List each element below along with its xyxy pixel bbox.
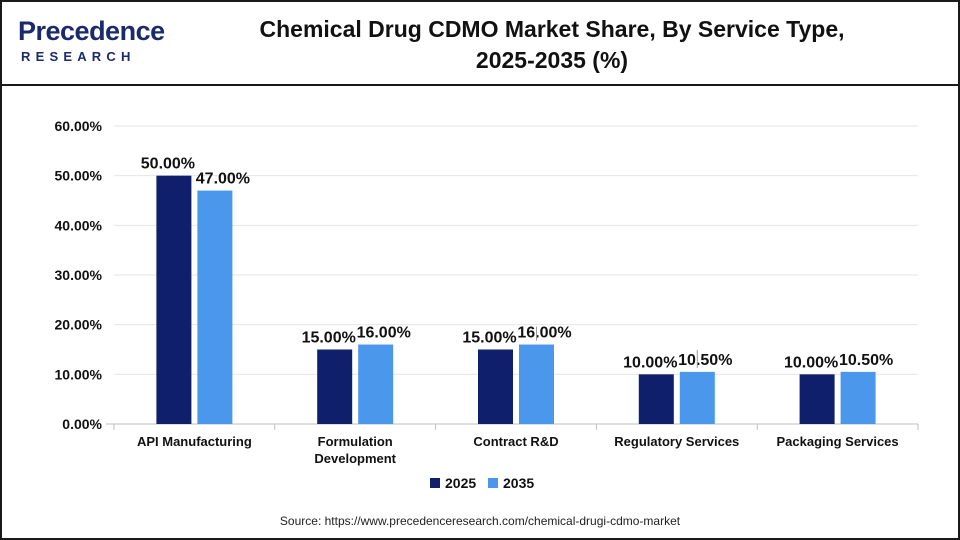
logo-wordmark: Precedence <box>18 16 165 46</box>
data-label: 10.50% <box>678 352 732 369</box>
data-label: 16.00% <box>517 325 571 342</box>
data-label: 50.00% <box>141 156 195 173</box>
bar-2025[interactable] <box>156 175 192 424</box>
x-tick-label: Contract R&D <box>473 434 558 449</box>
legend-label: 2035 <box>503 475 534 491</box>
bar-2035[interactable] <box>840 371 876 424</box>
x-tick-label: Development <box>314 451 396 466</box>
data-label: 10.00% <box>623 354 677 371</box>
data-label: 47.00% <box>196 171 250 188</box>
bar-2025[interactable] <box>317 349 353 425</box>
y-tick-label: 50.00% <box>55 168 103 184</box>
bar-2025[interactable] <box>638 374 674 424</box>
x-tick-label: Formulation <box>318 434 393 449</box>
logo-subtitle: RESEARCH <box>21 49 136 64</box>
legend-swatch <box>488 478 498 488</box>
brand-logo: Precedence RESEARCH <box>18 16 168 66</box>
data-label: 10.50% <box>839 352 893 369</box>
y-tick-label: 10.00% <box>55 366 103 382</box>
bar-2035[interactable] <box>197 190 233 424</box>
y-tick-label: 20.00% <box>55 317 103 333</box>
legend-label: 2025 <box>445 475 476 491</box>
y-tick-label: 30.00% <box>55 267 103 283</box>
source-note: Source: https://www.precedenceresearch.c… <box>279 514 681 528</box>
page-title: Chemical Drug CDMO Market Share, By Serv… <box>192 14 912 76</box>
data-label: 16.00% <box>357 325 411 342</box>
y-tick-label: 60.00% <box>55 118 103 134</box>
bar-2035[interactable] <box>519 344 554 424</box>
title-line-1: Chemical Drug CDMO Market Share, By Serv… <box>259 16 845 42</box>
bar-2025[interactable] <box>478 349 513 425</box>
data-label: 15.00% <box>302 330 356 347</box>
data-label: 15.00% <box>462 330 516 347</box>
title-line-2: 2025-2035 (%) <box>475 47 629 73</box>
data-label: 10.00% <box>784 354 838 371</box>
x-tick-label: Packaging Services <box>777 434 899 449</box>
x-tick-label: API Manufacturing <box>137 434 252 449</box>
bar-2025[interactable] <box>799 374 835 424</box>
bar-chart: 0.00% 10.00% 20.00% 30.00% 40.00% 50.00% 60.00… <box>55 118 919 491</box>
legend-swatch <box>430 478 440 488</box>
y-tick-label: 40.00% <box>55 217 103 233</box>
bar-2035[interactable] <box>358 344 394 424</box>
bar-2035[interactable] <box>679 371 715 424</box>
header: Precedence RESEARCH Chemical Drug CDMO M… <box>2 2 958 86</box>
x-tick-label: Regulatory Services <box>614 434 739 449</box>
y-tick-label: 0.00% <box>62 416 102 432</box>
